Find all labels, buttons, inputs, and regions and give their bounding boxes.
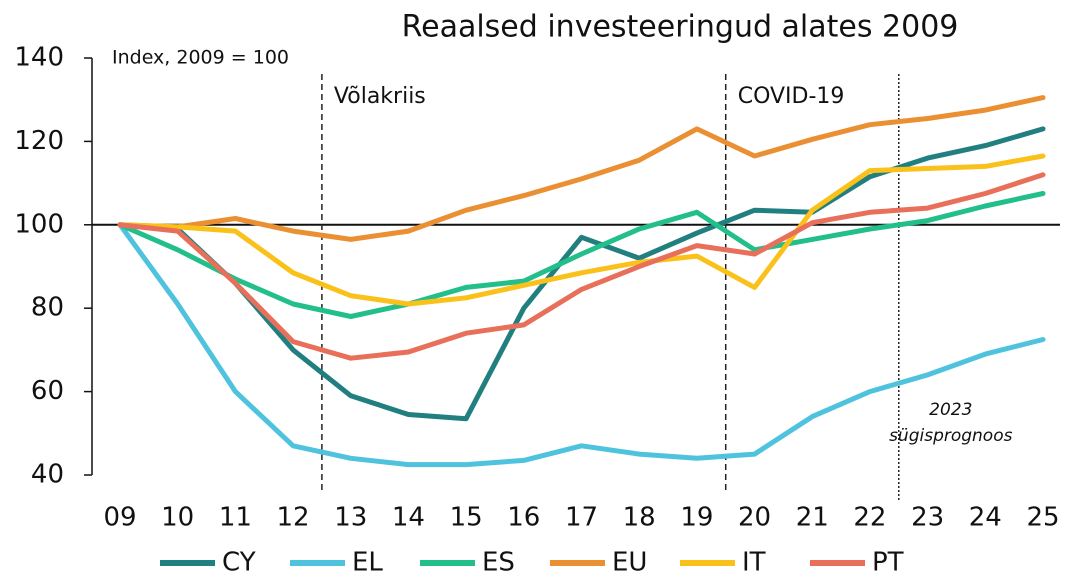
y-tick-label: 40 <box>31 460 64 490</box>
x-tick-label: 11 <box>219 503 252 533</box>
y-tick-label: 60 <box>31 376 64 406</box>
x-tick-label: 09 <box>103 503 136 533</box>
event-label: COVID-19 <box>738 84 845 109</box>
x-tick-label: 23 <box>911 503 944 533</box>
y-tick-label: 100 <box>14 209 64 239</box>
x-tick-label: 25 <box>1026 503 1059 533</box>
x-tick-label: 12 <box>277 503 310 533</box>
legend-label: EU <box>612 548 647 578</box>
event-label: Võlakriis <box>334 84 426 109</box>
series-line <box>117 191 1046 319</box>
x-tick-label: 13 <box>334 503 367 533</box>
x-tick-label: 19 <box>680 503 713 533</box>
legend-label: ES <box>482 548 515 578</box>
event-label: 2023 <box>929 400 972 420</box>
y-tick-label: 140 <box>14 43 64 73</box>
x-tick-label: 24 <box>969 503 1002 533</box>
x-tick-label: 18 <box>623 503 656 533</box>
series-line <box>117 222 1046 468</box>
y-axis-label: Index, 2009 = 100 <box>112 47 289 69</box>
x-tick-label: 10 <box>161 503 194 533</box>
series-line <box>117 95 1046 242</box>
legend-label: EL <box>352 548 383 578</box>
series-line <box>117 153 1046 307</box>
x-tick-label: 22 <box>853 503 886 533</box>
chart-title: Reaalsed investeeringud alates 2009 <box>402 10 959 45</box>
legend-label: IT <box>742 548 766 578</box>
x-tick-label: 15 <box>450 503 483 533</box>
y-tick-label: 80 <box>31 293 64 323</box>
legend-label: PT <box>872 548 904 578</box>
event-label: sügisprognoos <box>889 426 1013 446</box>
x-tick-label: 14 <box>392 503 425 533</box>
legend-label: CY <box>222 548 256 578</box>
x-tick-label: 17 <box>565 503 598 533</box>
y-tick-label: 120 <box>14 126 64 156</box>
series-line <box>117 172 1046 361</box>
x-tick-label: 20 <box>738 503 771 533</box>
x-tick-label: 16 <box>507 503 540 533</box>
x-tick-label: 21 <box>796 503 829 533</box>
